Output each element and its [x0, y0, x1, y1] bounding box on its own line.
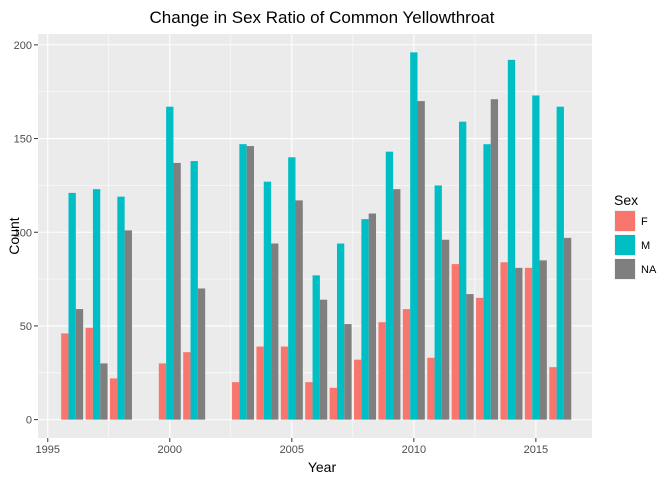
bar-m-1996 [68, 192, 76, 420]
bar-f-2012 [451, 264, 459, 420]
bar-m-2005 [288, 157, 296, 420]
bar-f-2007 [329, 387, 337, 420]
y-tick-label: 200 [14, 40, 32, 52]
x-tick-label: 2005 [280, 444, 304, 456]
x-tick-label: 1995 [36, 444, 60, 456]
bar-na-2012 [466, 294, 474, 420]
bar-na-1997 [100, 363, 108, 420]
bar-f-2006 [305, 382, 313, 420]
bar-f-2000 [158, 363, 167, 420]
legend-swatch-f [615, 211, 635, 231]
bar-f-2004 [256, 346, 264, 420]
bar-na-2010 [417, 101, 425, 420]
bar-f-2009 [378, 322, 386, 420]
bar-f-2011 [427, 357, 435, 420]
y-tick-label: 150 [14, 134, 32, 146]
bar-f-2015 [524, 267, 533, 420]
bar-f-2008 [354, 359, 362, 420]
legend-label-m: M [641, 240, 650, 252]
x-tick-label: 2000 [158, 444, 182, 456]
bar-f-2010 [402, 309, 411, 420]
bar-m-2015 [532, 95, 540, 420]
bar-m-2009 [385, 151, 394, 420]
bar-m-1998 [117, 196, 125, 420]
bar-m-2011 [434, 185, 442, 420]
bar-f-2003 [232, 382, 240, 420]
bar-na-2005 [295, 200, 303, 420]
legend: Sex FM NA [614, 192, 657, 280]
bar-na-2000 [173, 162, 181, 420]
bar-f-1998 [109, 378, 118, 420]
bar-na-2006 [319, 299, 328, 420]
bar-na-2001 [197, 288, 206, 420]
x-axis: 1995 2000 2005 2010 2015 [36, 438, 548, 456]
bar-na-2011 [441, 239, 450, 420]
legend-title: Sex [614, 192, 638, 208]
bar-f-2016 [549, 367, 557, 420]
bar-na-2016 [563, 237, 572, 420]
bar-m-2010 [410, 52, 418, 420]
bar-na-2007 [344, 324, 352, 420]
bar-m-2003 [239, 144, 247, 420]
bar-f-2014 [500, 262, 508, 420]
bar-na-2014 [515, 267, 523, 420]
bar-na-2008 [368, 213, 377, 420]
x-tick-label: 2010 [402, 444, 426, 456]
bar-m-2004 [263, 181, 272, 420]
bar-m-2008 [361, 219, 369, 420]
bar-na-2015 [539, 260, 547, 420]
y-axis-title: Count [6, 217, 22, 254]
x-tick-label: 2015 [524, 444, 548, 456]
y-axis: 0 50 100 150 200 [14, 40, 38, 427]
y-tick-label: 50 [20, 321, 32, 333]
bars-layer [61, 52, 572, 420]
bar-m-2000 [166, 106, 174, 420]
bar-na-2003 [246, 146, 254, 420]
legend-label-na: NA [641, 264, 657, 276]
bar-na-2013 [490, 99, 499, 420]
legend-swatch-m [615, 235, 635, 255]
bar-m-2016 [556, 106, 564, 420]
legend-swatch-na [615, 259, 635, 279]
chart-title: Change in Sex Ratio of Common Yellowthro… [150, 8, 495, 27]
bar-f-1997 [85, 327, 93, 420]
y-tick-label: 100 [14, 227, 32, 239]
bar-f-2001 [183, 352, 191, 420]
bar-f-2005 [280, 346, 289, 420]
bar-na-1998 [124, 230, 132, 420]
x-axis-title: Year [308, 459, 337, 475]
bar-na-2009 [393, 189, 401, 420]
bar-m-2001 [190, 161, 198, 420]
bar-f-2013 [476, 297, 484, 420]
bar-m-1997 [92, 189, 101, 420]
y-tick-label: 0 [26, 415, 32, 427]
legend-label-f: F [641, 216, 648, 228]
bar-m-2006 [312, 275, 320, 420]
bar-m-2007 [336, 243, 345, 420]
bar-na-2004 [271, 243, 279, 420]
bar-m-2013 [483, 144, 491, 420]
bar-f-1996 [61, 333, 69, 420]
bar-m-2012 [458, 121, 467, 420]
bar-na-1996 [75, 309, 84, 420]
bar-m-2014 [507, 59, 516, 420]
